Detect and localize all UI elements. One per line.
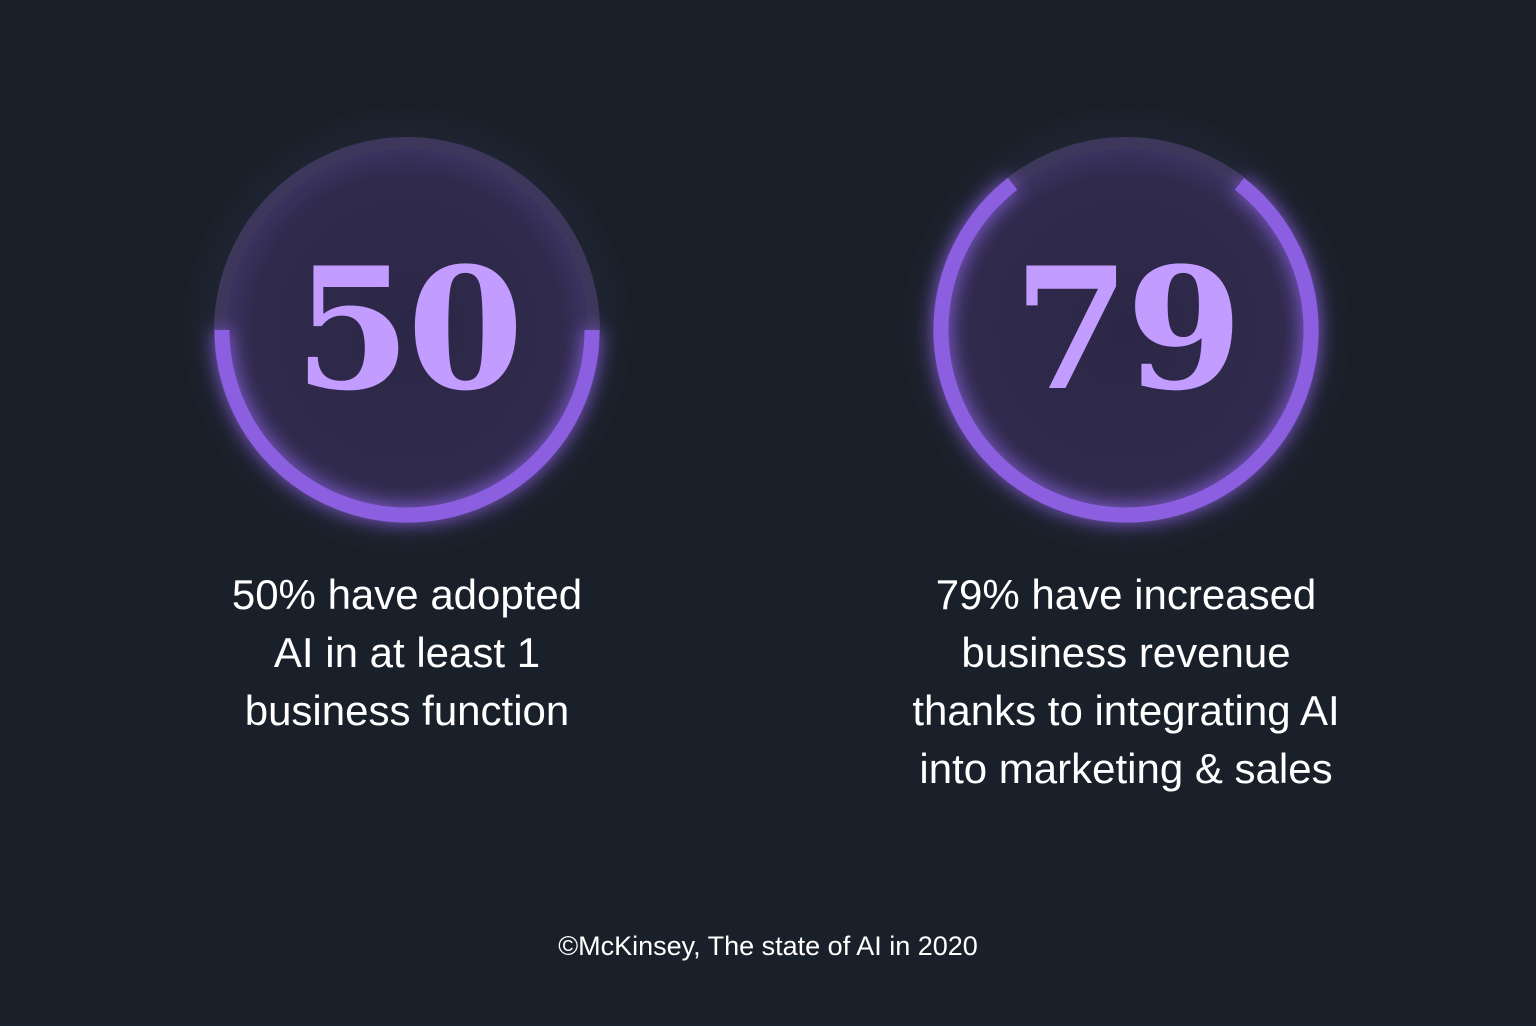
gauge-chart: 79 <box>926 130 1326 530</box>
gauge-progress-arc <box>214 329 600 523</box>
stat-caption: 79% have increased business revenue than… <box>826 566 1426 798</box>
caption-line: business function <box>244 687 570 734</box>
gauge-disc <box>945 149 1307 511</box>
caption-line: thanks to integrating AI <box>912 687 1340 734</box>
caption-line: into marketing & sales <box>919 745 1333 792</box>
caption-line: 79% have increased <box>935 571 1317 618</box>
caption-line: business revenue <box>961 629 1291 676</box>
gauge-value-label: 50 <box>294 230 520 428</box>
gauge-progress-arc <box>933 177 1319 523</box>
gauge-halo <box>207 130 607 530</box>
gauge-halo <box>926 130 1326 530</box>
gauge-chart: 50 <box>207 130 607 530</box>
caption-line: AI in at least 1 <box>273 629 541 676</box>
gauge-disc <box>226 149 588 511</box>
stat-card-revenue: 79 79% have increased business revenue t… <box>826 0 1426 900</box>
stat-caption: 50% have adopted AI in at least 1 busine… <box>107 566 707 740</box>
caption-line: 50% have adopted <box>231 571 583 618</box>
stat-card-adoption: 50 50% have adopted AI in at least 1 bus… <box>107 0 707 900</box>
source-credit: ©McKinsey, The state of AI in 2020 <box>558 931 978 961</box>
gauge-value-label: 79 <box>1013 230 1239 428</box>
